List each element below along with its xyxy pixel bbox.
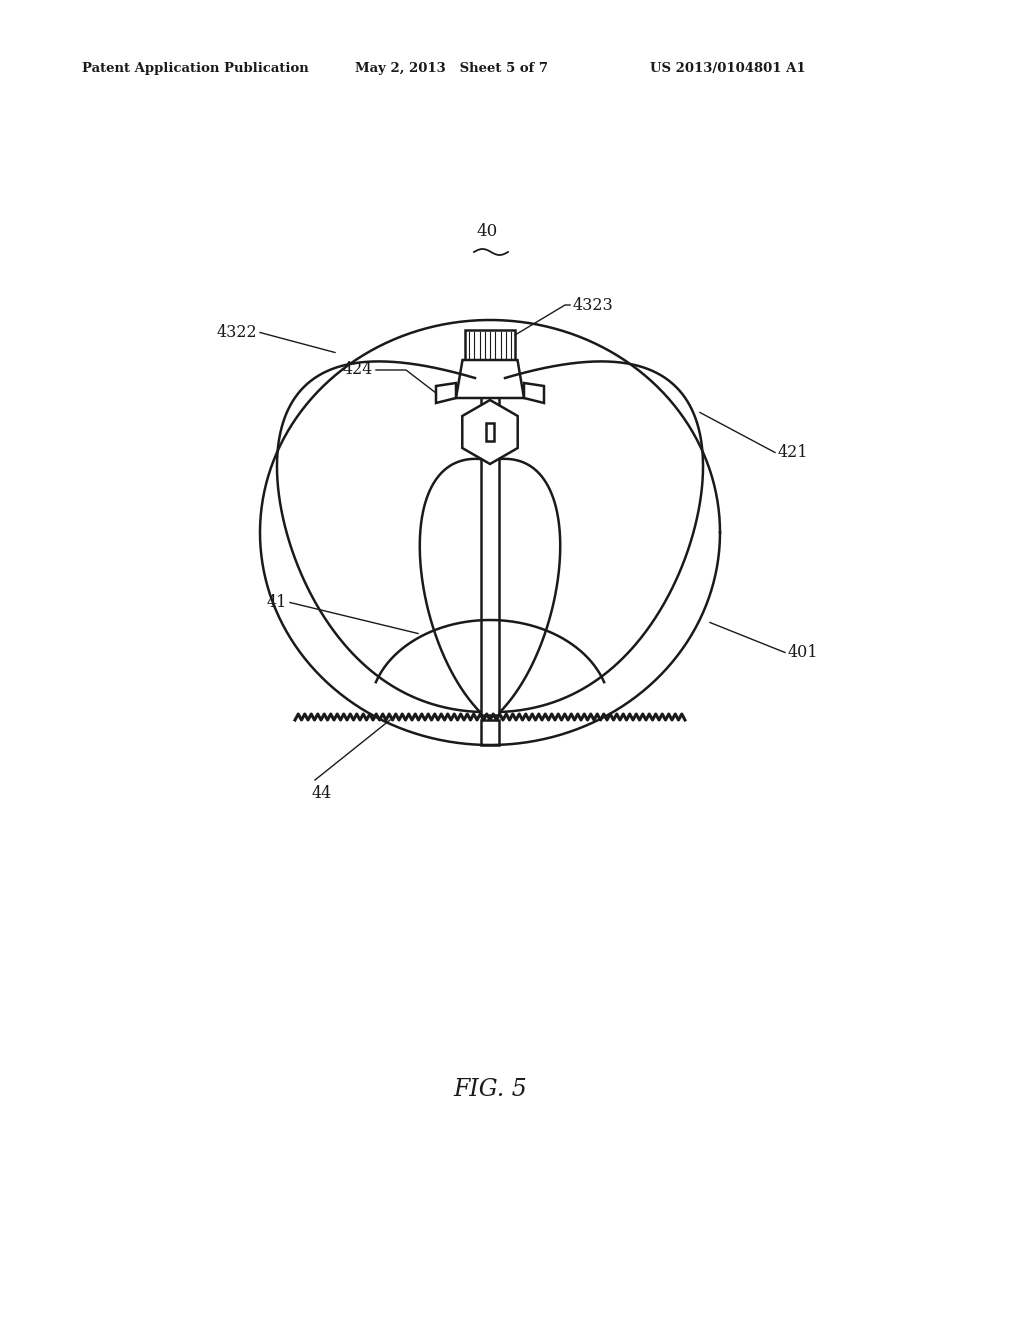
Text: 424: 424 (343, 362, 373, 379)
Text: 4322: 4322 (216, 323, 257, 341)
Polygon shape (456, 360, 524, 399)
Polygon shape (524, 383, 544, 403)
Text: 4323: 4323 (573, 297, 613, 314)
Polygon shape (462, 400, 518, 465)
Text: 401: 401 (788, 644, 818, 661)
Text: US 2013/0104801 A1: US 2013/0104801 A1 (650, 62, 806, 75)
Text: May 2, 2013   Sheet 5 of 7: May 2, 2013 Sheet 5 of 7 (355, 62, 548, 75)
Text: 40: 40 (476, 223, 498, 240)
Polygon shape (436, 383, 456, 403)
Text: 421: 421 (778, 444, 809, 461)
Bar (481, 719, 499, 744)
Text: Patent Application Publication: Patent Application Publication (82, 62, 309, 75)
Text: 41: 41 (266, 594, 287, 611)
Bar (486, 422, 494, 441)
Text: 44: 44 (312, 785, 332, 803)
Polygon shape (481, 360, 499, 715)
Polygon shape (465, 330, 515, 360)
Text: FIG. 5: FIG. 5 (454, 1078, 527, 1101)
